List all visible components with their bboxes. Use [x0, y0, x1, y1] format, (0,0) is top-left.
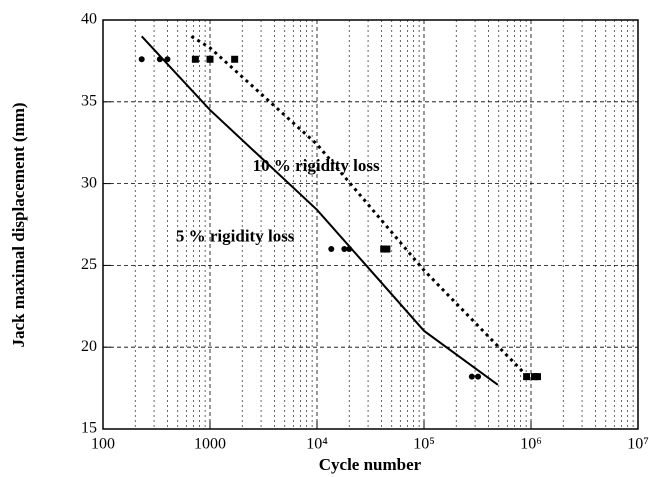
- x-tick-label: 10⁴: [306, 436, 328, 453]
- x-tick-label: 10⁵: [413, 436, 435, 453]
- y-tick-label: 15: [81, 420, 97, 437]
- x-tick-label: 1000: [194, 436, 226, 453]
- y-tick-label: 25: [81, 256, 97, 273]
- x-axis-label: Cycle number: [319, 455, 422, 474]
- x-tick-label: 10⁶: [520, 436, 542, 453]
- square-point: [206, 55, 214, 63]
- circle-point: [328, 246, 335, 253]
- fit-curve: [140, 35, 499, 386]
- plot-frame: [102, 19, 639, 430]
- square-point: [231, 55, 239, 63]
- circle-point: [341, 246, 348, 253]
- y-axis-label: Jack maximal displacement (mm): [9, 102, 28, 347]
- y-tick-label: 30: [81, 174, 97, 191]
- circle-point: [164, 56, 171, 63]
- circle-point: [138, 56, 145, 63]
- y-tick-label: 20: [81, 338, 97, 355]
- square-point: [523, 373, 531, 381]
- circle-point: [475, 373, 482, 380]
- square-point: [383, 245, 391, 253]
- annotation: 10 % rigidity loss: [253, 156, 380, 175]
- annotation: 5 % rigidity loss: [176, 226, 295, 245]
- square-point: [191, 55, 199, 63]
- circle-point: [468, 373, 475, 380]
- square-point: [533, 373, 541, 381]
- y-tick-label: 35: [81, 92, 97, 109]
- y-tick-label: 40: [81, 11, 97, 28]
- fit-curve: [190, 35, 529, 378]
- x-tick-label: 10⁷: [627, 436, 649, 453]
- x-tick-label: 100: [91, 436, 115, 453]
